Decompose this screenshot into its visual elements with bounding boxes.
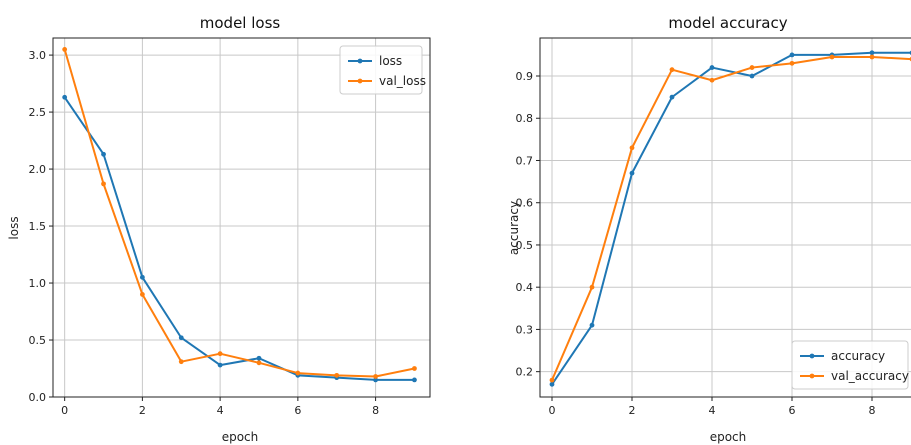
accuracy-chart-ytick-label: 0.2	[516, 366, 534, 379]
loss-chart-ylabel: loss	[7, 216, 21, 239]
accuracy-chart-point-accuracy	[549, 381, 555, 387]
accuracy-chart-ytick-label: 0.3	[516, 323, 534, 336]
accuracy-chart-ytick-label: 0.5	[516, 239, 534, 252]
loss-chart-point-val_loss	[334, 372, 340, 378]
accuracy-chart-series-val_accuracy-line	[551, 56, 911, 381]
loss-chart-legend-label-val_loss: val_loss	[379, 74, 426, 88]
loss-chart-plot-area: 0 2 4 6 8 0.0 0.5 1.0 1.5 2.0 2.5 3.0 loss val_loss	[29, 37, 431, 417]
accuracy-chart-point-accuracy	[589, 322, 595, 328]
loss-chart-ytick-label: 2.0	[29, 163, 47, 176]
loss-chart-ytick-label: 1.5	[29, 220, 47, 233]
accuracy-chart-point-val_accuracy	[549, 377, 555, 383]
accuracy-chart-xtick-label: 0	[549, 404, 556, 417]
loss-chart-ytick-label: 0.0	[29, 391, 47, 404]
loss-chart-point-val_loss	[139, 292, 145, 297]
accuracy-chart-legend-label-accuracy: accuracy	[831, 349, 885, 363]
loss-chart-xlabel: epoch	[222, 430, 259, 444]
accuracy-chart-point-val_accuracy	[829, 54, 835, 60]
loss-chart-series-val_loss-line	[63, 49, 415, 378]
loss-chart-point-val_loss	[256, 360, 262, 366]
loss-chart-title: model loss	[200, 14, 281, 32]
loss-chart-legend: loss val_loss	[339, 45, 426, 95]
loss-chart-xtick-label: 8	[372, 404, 379, 417]
accuracy-chart-ytick-label: 0.6	[516, 197, 534, 210]
loss-chart-xtick-label: 0	[61, 404, 68, 417]
accuracy-chart-legend: accuracy val_accuracy	[791, 340, 909, 390]
accuracy-chart-point-val_accuracy	[589, 284, 595, 290]
loss-chart-xtick-label: 2	[139, 404, 146, 417]
loss-chart-point-loss	[178, 335, 184, 341]
loss-chart-point-val_loss	[217, 351, 223, 357]
accuracy-chart-point-val_accuracy	[789, 60, 795, 66]
loss-chart-point-loss	[256, 355, 262, 361]
accuracy-chart-point-val_accuracy	[749, 65, 755, 70]
accuracy-chart-point-val_accuracy	[629, 145, 635, 151]
accuracy-chart-xtick-label: 8	[869, 404, 876, 417]
accuracy-chart-title: model accuracy	[668, 14, 787, 32]
loss-chart-point-val_loss	[412, 366, 417, 371]
loss-chart-svg: model loss epoch loss 0 2 4 6 8 0.0 0.5 1.0 1.5 2…	[7, 14, 431, 444]
accuracy-chart-ytick-label: 0.4	[516, 281, 534, 294]
accuracy-chart-legend-marker-accuracy	[809, 353, 815, 359]
loss-chart-point-loss	[217, 362, 223, 368]
accuracy-chart-point-accuracy	[749, 73, 755, 79]
accuracy-chart-ylabel: accuracy	[507, 201, 521, 255]
accuracy-chart-point-accuracy	[789, 52, 795, 58]
loss-chart-xtick-label: 6	[294, 404, 301, 417]
accuracy-chart-plot-area: 0 2 4 6 8 0.2 0.3 0.4 0.5 0.6 0.7 0.8 0.9 accuracy val…	[516, 37, 911, 417]
accuracy-chart-ytick-label: 0.9	[516, 70, 534, 83]
accuracy-chart-ytick-label: 0.7	[516, 154, 534, 167]
accuracy-chart-series-accuracy-line	[551, 51, 911, 385]
accuracy-chart-point-val_accuracy	[669, 67, 675, 73]
accuracy-chart-point-accuracy	[669, 94, 675, 100]
loss-chart-point-val_loss	[101, 181, 106, 187]
loss-chart-legend-label-loss: loss	[379, 54, 402, 68]
accuracy-chart-point-val_accuracy	[869, 54, 875, 60]
loss-chart-legend-marker-val_loss	[357, 78, 363, 84]
accuracy-chart-xlabel: epoch	[710, 430, 747, 444]
loss-chart-ytick-label: 0.5	[29, 334, 47, 347]
accuracy-chart-legend-label-val_accuracy: val_accuracy	[831, 369, 909, 383]
loss-chart-point-loss	[101, 151, 106, 157]
loss-chart-point-val_loss	[295, 370, 301, 376]
accuracy-chart-xtick-label: 6	[789, 404, 796, 417]
loss-chart-point-val_loss	[373, 374, 378, 379]
loss-chart-ytick-label: 2.5	[29, 106, 47, 119]
accuracy-chart-ytick-label: 0.8	[516, 112, 534, 125]
loss-chart-point-loss	[62, 94, 68, 100]
accuracy-chart-svg: model accuracy epoch accuracy 0 2 4 6 8 0.2 0.…	[507, 14, 911, 444]
accuracy-chart-xtick-label: 4	[709, 404, 716, 417]
loss-chart-point-val_loss	[178, 359, 184, 365]
loss-chart: model loss epoch loss 0 2 4 6 8 0.0 0.5 1.0 1.5 2…	[0, 0, 455, 445]
loss-chart-point-val_loss	[62, 46, 68, 52]
accuracy-chart: model accuracy epoch accuracy 0 2 4 6 8 0.2 0.…	[455, 0, 911, 445]
accuracy-chart-axes-frame	[539, 37, 911, 398]
accuracy-chart-legend-marker-val_accuracy	[809, 373, 815, 379]
accuracy-chart-point-val_accuracy	[709, 77, 715, 83]
loss-chart-point-loss	[373, 377, 378, 383]
loss-chart-legend-marker-loss	[357, 58, 363, 64]
loss-chart-ytick-label: 1.0	[29, 277, 47, 290]
accuracy-chart-point-accuracy	[629, 170, 635, 176]
loss-chart-xtick-label: 4	[217, 404, 224, 417]
loss-chart-axes-frame	[52, 37, 431, 398]
accuracy-chart-xtick-label: 2	[629, 404, 636, 417]
loss-chart-point-loss	[412, 377, 417, 383]
accuracy-chart-point-accuracy	[869, 50, 875, 56]
accuracy-chart-point-accuracy	[709, 65, 715, 70]
loss-chart-point-loss	[139, 274, 145, 280]
loss-chart-series-loss-line	[63, 96, 415, 381]
loss-chart-ytick-label: 3.0	[29, 49, 47, 62]
